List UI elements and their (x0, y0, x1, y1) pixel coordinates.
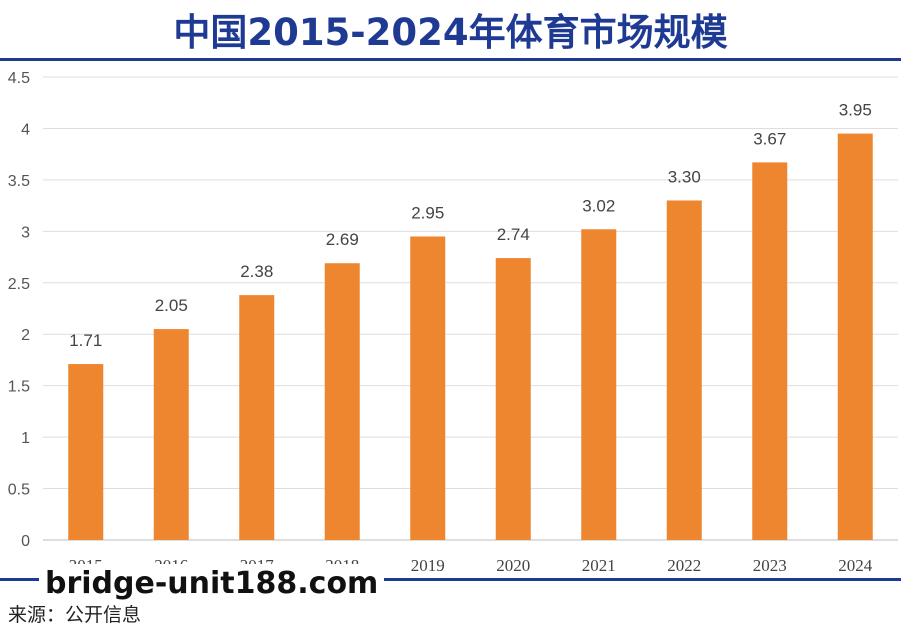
y-tick-label: 0 (21, 533, 30, 550)
bar-2022 (666, 200, 702, 540)
y-tick-label: 0.5 (8, 482, 30, 499)
x-tick-label: 2022 (667, 556, 701, 575)
data-label: 2.38 (240, 262, 273, 281)
data-label: 3.30 (668, 167, 701, 186)
x-tick-label: 2024 (838, 556, 873, 575)
y-tick-label: 1.5 (8, 379, 30, 396)
data-label: 2.05 (155, 296, 188, 315)
data-label: 2.69 (326, 230, 359, 249)
watermark-text: bridge-unit188.com (39, 564, 385, 604)
y-axis-ticks: 0 0.5 1 1.5 2 2.5 3 3.5 4 4.5 (8, 70, 30, 550)
data-label: 2.74 (497, 225, 530, 244)
data-label: 3.67 (753, 129, 786, 148)
chart-title: 中国2015-2024年体育市场规模 (173, 11, 728, 54)
header-rule (0, 58, 901, 61)
y-tick-label: 4 (21, 121, 30, 138)
x-tick-label: 2023 (753, 556, 787, 575)
x-tick-label: 2020 (496, 556, 530, 575)
source-note: 来源：公开信息 (8, 604, 142, 626)
bar-2019 (410, 236, 446, 540)
bar-2017 (239, 295, 275, 540)
data-label: 2.95 (411, 203, 444, 222)
y-tick-label: 3.5 (8, 173, 30, 190)
bar-2024 (837, 133, 873, 541)
y-tick-label: 1 (21, 430, 30, 447)
bars: 1.71 2.05 2.38 2.69 2.95 2.74 3.02 3.30 3.67 3.95 (68, 101, 873, 541)
y-tick-label: 2 (21, 327, 30, 344)
bar-2016 (153, 329, 189, 540)
data-label: 3.02 (582, 196, 615, 215)
footer-rule (0, 578, 901, 581)
data-label: 3.95 (839, 101, 872, 120)
y-tick-label: 4.5 (8, 70, 30, 87)
bar-2015 (68, 364, 104, 540)
y-tick-label: 2.5 (8, 276, 30, 293)
data-label: 1.71 (69, 331, 102, 350)
bar-2023 (752, 162, 788, 541)
y-tick-label: 3 (21, 224, 30, 241)
x-tick-label: 2019 (411, 556, 445, 575)
bar-2021 (581, 229, 617, 540)
x-tick-label: 2021 (582, 556, 616, 575)
bar-2018 (324, 263, 360, 540)
bar-2020 (495, 258, 531, 540)
